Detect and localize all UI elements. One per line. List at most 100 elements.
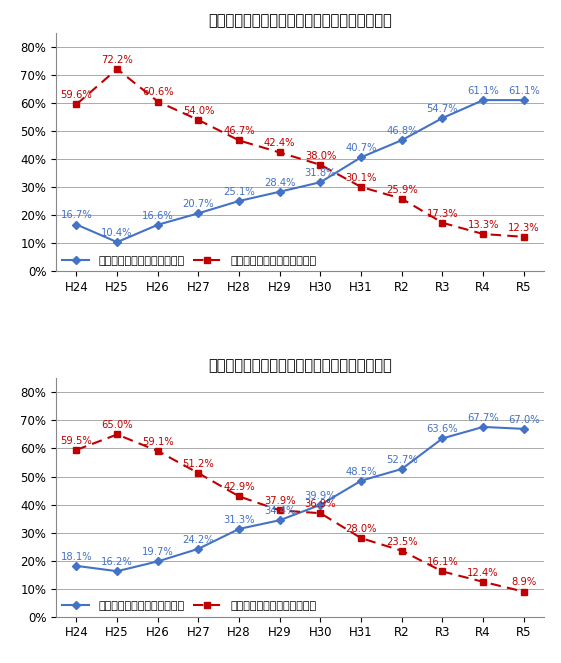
遅れている・やや遅れている (73, 446, 80, 454)
進んでいる・やや進んでいる (73, 562, 80, 570)
遅れている・やや遅れている (236, 137, 242, 145)
Text: 67.7%: 67.7% (467, 413, 499, 423)
Text: 10.4%: 10.4% (102, 228, 133, 238)
遅れている・やや遅れている (358, 534, 365, 542)
Text: 54.7%: 54.7% (427, 104, 458, 114)
Text: 51.2%: 51.2% (182, 459, 214, 469)
遅れている・やや遅れている (154, 97, 161, 105)
Text: 24.2%: 24.2% (183, 534, 214, 544)
Text: 65.0%: 65.0% (102, 420, 133, 430)
遅れている・やや遅れている (114, 430, 121, 438)
遅れている・やや遅れている (195, 116, 202, 124)
進んでいる・やや進んでいる (317, 501, 324, 509)
Text: 23.5%: 23.5% (386, 536, 417, 546)
遅れている・やや遅れている (521, 233, 527, 241)
Text: 46.8%: 46.8% (386, 126, 417, 136)
Text: 36.9%: 36.9% (305, 499, 336, 509)
Text: 48.5%: 48.5% (346, 467, 377, 477)
進んでいる・やや進んでいる (439, 434, 446, 442)
Text: 61.1%: 61.1% (467, 86, 499, 96)
Text: 72.2%: 72.2% (101, 55, 133, 65)
遅れている・やや遅れている (114, 65, 121, 73)
遅れている・やや遅れている (398, 195, 405, 203)
進んでいる・やや進んでいる (195, 545, 202, 553)
Text: 25.1%: 25.1% (223, 187, 255, 197)
進んでいる・やや進んでいる (480, 96, 486, 104)
Text: 28.0%: 28.0% (346, 524, 377, 534)
Text: 42.4%: 42.4% (264, 139, 296, 149)
遅れている・やや遅れている (439, 568, 446, 575)
進んでいる・やや進んでいる (277, 516, 283, 524)
遅れている・やや遅れている (195, 469, 202, 477)
Text: 30.1%: 30.1% (346, 173, 377, 183)
Text: 17.3%: 17.3% (427, 209, 458, 219)
進んでいる・やや進んでいる (317, 178, 324, 186)
Text: 52.7%: 52.7% (386, 455, 418, 465)
Text: 28.4%: 28.4% (264, 178, 296, 188)
Text: 34.4%: 34.4% (264, 506, 296, 516)
遅れている・やや遅れている (317, 509, 324, 517)
進んでいる・やや進んでいる (114, 238, 121, 246)
Text: 40.7%: 40.7% (346, 143, 377, 153)
進んでいる・やや進んでいる (358, 153, 365, 161)
遅れている・やや遅れている (439, 219, 446, 227)
Text: 61.1%: 61.1% (508, 86, 540, 96)
Text: 54.0%: 54.0% (183, 106, 214, 116)
進んでいる・やや進んでいる (277, 188, 283, 196)
Text: 16.2%: 16.2% (101, 557, 133, 567)
遅れている・やや遅れている (73, 100, 80, 108)
進んでいる・やや進んでいる (398, 136, 405, 144)
遅れている・やや遅れている (277, 507, 283, 514)
進んでいる・やや進んでいる (521, 425, 527, 433)
遅れている・やや遅れている (317, 161, 324, 169)
Text: 46.7%: 46.7% (223, 126, 255, 137)
Line: 進んでいる・やや進んでいる: 進んでいる・やや進んでいる (73, 97, 527, 245)
Text: 60.6%: 60.6% (142, 88, 173, 97)
進んでいる・やや進んでいる (236, 525, 242, 533)
Text: 12.4%: 12.4% (467, 568, 499, 577)
遅れている・やや遅れている (521, 587, 527, 595)
Text: 13.3%: 13.3% (467, 220, 499, 230)
Text: 16.6%: 16.6% (142, 211, 174, 221)
Text: 12.3%: 12.3% (508, 223, 540, 233)
進んでいる・やや進んでいる (114, 568, 121, 575)
進んでいる・やや進んでいる (358, 477, 365, 485)
進んでいる・やや進んでいる (236, 197, 242, 205)
Line: 進んでいる・やや進んでいる: 進んでいる・やや進んでいる (73, 424, 527, 574)
Title: 県全体の復旧・復興の実感（県全体の回答者）: 県全体の復旧・復興の実感（県全体の回答者） (208, 13, 392, 28)
Text: 42.9%: 42.9% (223, 482, 255, 492)
Line: 遅れている・やや遅れている: 遅れている・やや遅れている (73, 66, 527, 240)
Text: 37.9%: 37.9% (264, 496, 296, 507)
進んでいる・やや進んでいる (73, 221, 80, 229)
Text: 67.0%: 67.0% (508, 415, 540, 425)
Text: 59.6%: 59.6% (61, 90, 93, 100)
遅れている・やや遅れている (480, 578, 486, 586)
Text: 59.1%: 59.1% (142, 437, 174, 447)
Text: 8.9%: 8.9% (511, 577, 536, 587)
Line: 遅れている・やや遅れている: 遅れている・やや遅れている (73, 432, 527, 595)
Text: 31.3%: 31.3% (223, 514, 255, 524)
Text: 38.0%: 38.0% (305, 151, 336, 160)
遅れている・やや遅れている (154, 447, 161, 455)
Text: 25.9%: 25.9% (386, 184, 418, 194)
Text: 39.9%: 39.9% (305, 491, 336, 501)
進んでいる・やや進んでいる (398, 465, 405, 473)
Legend: 進んでいる・やや進んでいる, 遅れている・やや遅れている: 進んでいる・やや進んでいる, 遅れている・やや遅れている (62, 601, 316, 611)
Text: 31.8%: 31.8% (305, 168, 336, 178)
遅れている・やや遅れている (236, 493, 242, 501)
遅れている・やや遅れている (277, 149, 283, 156)
進んでいる・やや進んでいる (154, 221, 161, 229)
遅れている・やや遅れている (358, 183, 365, 191)
遅れている・やや遅れている (480, 230, 486, 238)
進んでいる・やや進んでいる (195, 210, 202, 217)
Title: 県全体の復旧・復興の実感（沿岸部の回答者）: 県全体の復旧・復興の実感（沿岸部の回答者） (208, 358, 392, 373)
Text: 20.7%: 20.7% (183, 199, 214, 209)
進んでいる・やや進んでいる (521, 96, 527, 104)
遅れている・やや遅れている (398, 547, 405, 555)
進んでいる・やや進んでいる (480, 423, 486, 431)
Text: 18.1%: 18.1% (61, 552, 92, 562)
Text: 16.1%: 16.1% (426, 558, 458, 568)
進んでいる・やや進んでいる (439, 114, 446, 122)
進んでいる・やや進んでいる (154, 558, 161, 566)
Text: 63.6%: 63.6% (427, 424, 458, 434)
